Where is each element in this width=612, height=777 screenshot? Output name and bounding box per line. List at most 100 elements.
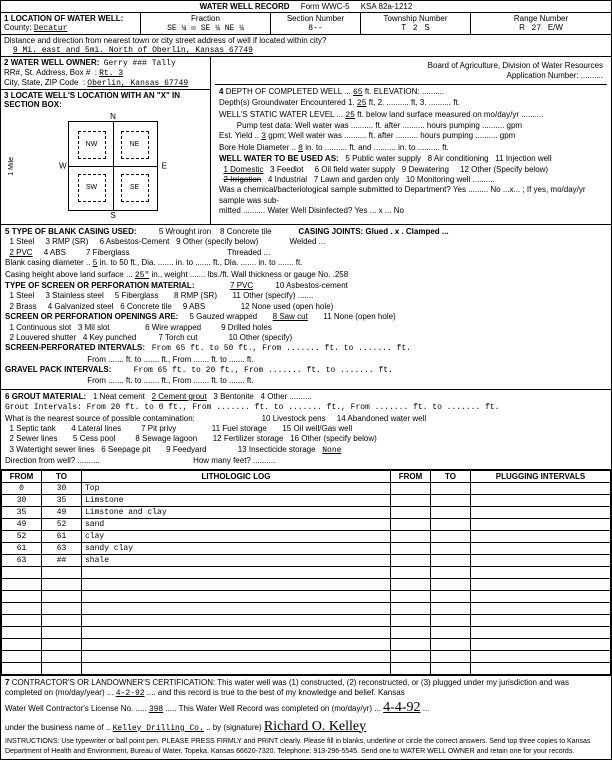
s5: 5 Cess pool: [73, 434, 115, 443]
log-row[interactable]: 5261clay: [2, 530, 611, 542]
sb-ne: NE: [121, 131, 149, 159]
depth-label: DEPTH OF COMPLETED WELL: [226, 87, 342, 96]
log-row[interactable]: 3549Limstone and clay: [2, 506, 611, 518]
owner-name[interactable]: Gerry ### Tally: [104, 59, 176, 68]
section-label: Section Number: [287, 14, 344, 23]
board-label: Board of Agriculture, Division of Water …: [428, 61, 603, 70]
log-row[interactable]: [2, 578, 611, 590]
section-6: 6 GROUT MATERIAL: 1 Neat cement 2 Cement…: [1, 390, 611, 470]
depth-value[interactable]: 65: [353, 88, 363, 97]
s11: 11 Fuel storage: [212, 424, 267, 433]
addr-value[interactable]: Rt. 3: [99, 69, 123, 78]
use-label: WELL WATER TO BE USED AS:: [219, 154, 339, 163]
log-row[interactable]: 63##shale: [2, 554, 611, 566]
s15: 15 Oil well/Gas well: [282, 424, 352, 433]
p7: 7 PVC: [230, 281, 253, 290]
township-t: T: [401, 23, 406, 32]
depth-unit: ft. ELEVATION:: [365, 87, 420, 96]
log-row[interactable]: [2, 638, 611, 650]
yield-value[interactable]: 3: [261, 132, 266, 141]
bore-value[interactable]: 8: [298, 144, 303, 153]
section-box[interactable]: N S E W NW NE SW SE: [68, 121, 158, 211]
src-label: What is the nearest source of possible c…: [5, 414, 195, 423]
county-field-label: County:: [4, 23, 32, 32]
fraction-value[interactable]: SE ¼ ☒ SE ¼ NE ¼: [167, 24, 244, 33]
use1: 1 Domestic: [223, 165, 263, 174]
s1: 1 Septic tank: [9, 424, 55, 433]
s6: 6 Seepage pit: [101, 445, 150, 454]
log-row[interactable]: 030Top: [2, 482, 611, 494]
title-row: WATER WELL RECORD Form WWC-5 KSA 82a-121…: [1, 1, 611, 13]
sp1[interactable]: From 65 ft. to 50 ft., From ....... ft. …: [152, 344, 411, 353]
log-row[interactable]: [2, 650, 611, 662]
log-row[interactable]: [2, 626, 611, 638]
biz-value[interactable]: Kelley Drilling Co.: [113, 724, 204, 733]
section-value[interactable]: 8--: [308, 24, 322, 33]
perf-label: TYPE OF SCREEN OR PERFORATION MATERIAL:: [5, 281, 194, 290]
log-row[interactable]: [2, 614, 611, 626]
th-from2: FROM: [391, 470, 431, 482]
lic-value[interactable]: 398: [149, 705, 163, 714]
form-ksa: KSA 82a-1212: [361, 2, 413, 11]
fraction-label: Fraction: [191, 14, 220, 23]
yield-rest: gpm; Well water was .......... ft. after…: [268, 131, 515, 140]
gi[interactable]: Grout Intervals: From 20 ft. to 0 ft., F…: [5, 403, 499, 412]
blank-value[interactable]: 5: [93, 259, 98, 268]
range-label: Range Number: [514, 14, 568, 23]
log-row[interactable]: 4952sand: [2, 518, 611, 530]
height-label: Casing height above land surface: [5, 270, 124, 279]
section-4: 4 DEPTH OF COMPLETED WELL ... 65 ft. ELE…: [215, 85, 607, 219]
sig-value[interactable]: Richard O. Kelley: [264, 719, 366, 734]
township-value[interactable]: 2: [413, 24, 418, 33]
section-3: 3 LOCATE WELL'S LOCATION WITH AN "X" IN …: [1, 90, 210, 224]
city-value[interactable]: Oberlin, Kansas 67749: [87, 79, 188, 88]
log-row[interactable]: 6163sandy clay: [2, 542, 611, 554]
static-value[interactable]: 25: [345, 111, 355, 120]
s14: 14 Abandoned water well: [337, 414, 426, 423]
gp1[interactable]: From 65 ft. to 20 ft., From ....... ft. …: [134, 366, 393, 375]
loc-label: LOCATION OF WATER WELL:: [11, 14, 124, 23]
dist-value[interactable]: 9 Mi. east and 5mi. North of Oberlin, Ka…: [13, 46, 253, 55]
date2-value[interactable]: 4-4-92: [383, 700, 420, 715]
static-label: WELL'S STATIC WATER LEVEL: [219, 110, 334, 119]
o5: 5 Gauzed wrapped: [189, 312, 257, 321]
use10: 10 Monitoring well: [406, 175, 470, 184]
range-value[interactable]: 27: [532, 24, 542, 33]
date-value[interactable]: 4-2-92: [116, 689, 145, 698]
use11: 11 Injection well: [495, 154, 551, 163]
sb-e: E: [162, 162, 167, 171]
s12: 12 Fertilizer storage: [213, 434, 284, 443]
range-r: R: [519, 23, 525, 32]
form-title: WATER WELL RECORD: [200, 2, 290, 11]
sb-n: N: [110, 112, 116, 121]
c9: 9 Other (specify below): [176, 237, 258, 246]
p10: 10 Asbestos-cement: [275, 281, 347, 290]
blank-rest: in. to 50 ft., Dia. ....... in. to .....…: [100, 258, 303, 267]
use12: 12 Other (Specify below): [460, 165, 548, 174]
s13v[interactable]: None: [322, 446, 341, 455]
log-row[interactable]: [2, 590, 611, 602]
p6: 6 Concrete tile: [120, 302, 172, 311]
p5: 5 Fiberglass: [115, 291, 159, 300]
o8: 8 Saw cut: [273, 312, 308, 321]
section-1: 1 LOCATION OF WATER WELL: County: Decatu…: [1, 13, 611, 35]
p4: 4 Galvanized steel: [48, 302, 114, 311]
log-row[interactable]: 3035Limstone: [2, 494, 611, 506]
pump-label: Pump test data: Well water was .........…: [237, 121, 522, 130]
biz-label: under the business name of: [5, 723, 104, 732]
gw1-value[interactable]: 25: [357, 99, 367, 108]
log-row[interactable]: [2, 602, 611, 614]
p2: 2 Brass: [9, 302, 36, 311]
use5: 5 Public water supply: [345, 154, 421, 163]
s8: 8 Sewage lagoon: [135, 434, 197, 443]
log-row[interactable]: [2, 566, 611, 578]
addr-label: RR#, St. Address, Box #: [4, 68, 90, 77]
c5: 5 Wrought iron: [159, 227, 211, 236]
log-row[interactable]: [2, 662, 611, 674]
th-log: LITHOLOGIC LOG: [82, 470, 391, 482]
sb-sw: SW: [78, 174, 106, 202]
height-value[interactable]: 25": [135, 271, 149, 280]
bore-rest: in. to .......... ft. and .......... in.…: [305, 143, 449, 152]
county-value[interactable]: Decatur: [34, 24, 68, 33]
gp2: From ....... ft. to ....... ft., From ..…: [87, 376, 253, 385]
